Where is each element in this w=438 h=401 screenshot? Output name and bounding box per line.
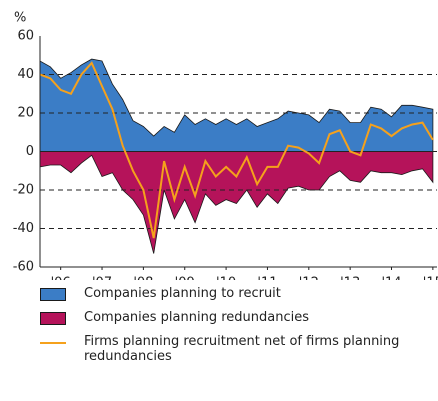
y-tick-label: -20 [13,183,34,198]
legend-label: Firms planning recruitment net of firms … [84,334,400,364]
legend-item: Companies planning redundancies [40,310,430,325]
x-tick-label: '13 [340,276,360,281]
area [39,58,434,152]
y-tick-label: 60 [17,29,34,44]
x-tick-label: '06 [51,276,71,281]
x-tick-label: '15 [423,276,438,281]
plot: % -60 -40 -20 0 20 40 60 '06 '07 '08 '09 '10 '11 '12 '… [13,11,438,291]
line [39,61,434,239]
x-tick-label: '07 [92,276,112,281]
y-tick-label: -40 [13,221,34,236]
y-tick-label: 20 [17,106,34,121]
y-tick-label: 0 [26,144,34,159]
y-axis-label: % [14,11,26,26]
x-tick-label: '08 [133,276,153,281]
legend-item: Companies planning to recruit [40,286,430,301]
x-tick-label: '09 [175,276,195,281]
area [39,151,434,254]
legend-item: Firms planning recruitment net of firms … [40,334,430,364]
legend: Companies planning to recruit Companies p… [40,286,430,373]
legend-label: Companies planning to recruit [84,286,281,301]
legend-label: Companies planning redundancies [84,310,309,325]
legend-swatch [40,342,66,344]
legend-swatch [40,288,66,301]
x-tick-label: '10 [216,276,236,281]
y-tick-label: 40 [17,67,34,82]
legend-swatch [40,312,66,325]
x-tick-label: '12 [299,276,319,281]
y-tick-label: -60 [13,260,34,275]
x-tick-label: '14 [381,276,401,281]
x-tick-label: '11 [257,276,277,281]
